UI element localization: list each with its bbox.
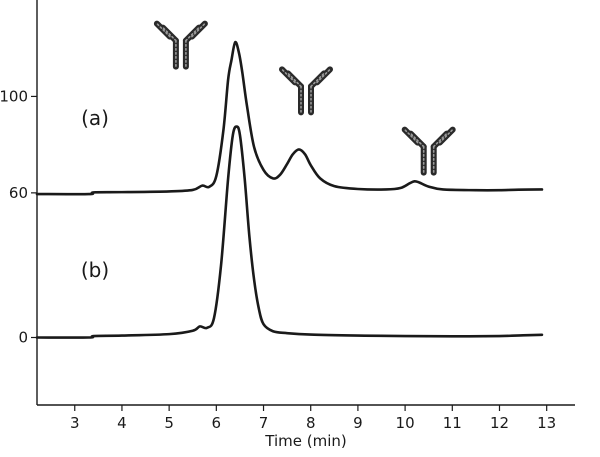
x-tick-label: 10 xyxy=(396,414,415,432)
y-tick-label: 100 xyxy=(0,87,28,105)
y-tick-label: 60 xyxy=(9,184,28,202)
y-tick-label: 0 xyxy=(18,329,28,347)
trace-a xyxy=(35,40,544,196)
antibody-icon xyxy=(153,20,208,70)
antibody-icons xyxy=(153,20,456,176)
x-tick-label: 4 xyxy=(117,414,127,432)
y-ticks: 0 60 100 xyxy=(0,87,37,347)
trace-b xyxy=(35,125,544,339)
x-axis-title: Time (min) xyxy=(264,432,346,450)
x-tick-label: 12 xyxy=(490,414,509,432)
traces: (a) (b) xyxy=(35,40,544,339)
x-tick-label: 3 xyxy=(70,414,80,432)
antibody-icon xyxy=(279,66,333,116)
antibody-icon xyxy=(401,126,456,176)
axes xyxy=(36,0,575,406)
x-tick-label: 6 xyxy=(212,414,222,432)
x-tick-label: 5 xyxy=(164,414,174,432)
x-tick-label: 8 xyxy=(306,414,316,432)
x-tick-label: 11 xyxy=(443,414,462,432)
x-tick-label: 7 xyxy=(259,414,269,432)
x-tick-label: 9 xyxy=(353,414,363,432)
x-ticks: 3 4 5 6 7 8 9 10 11 12 13 xyxy=(70,405,556,432)
x-tick-label: 13 xyxy=(537,414,556,432)
trace-label-a: (a) xyxy=(81,106,109,130)
trace-label-b: (b) xyxy=(81,258,109,282)
